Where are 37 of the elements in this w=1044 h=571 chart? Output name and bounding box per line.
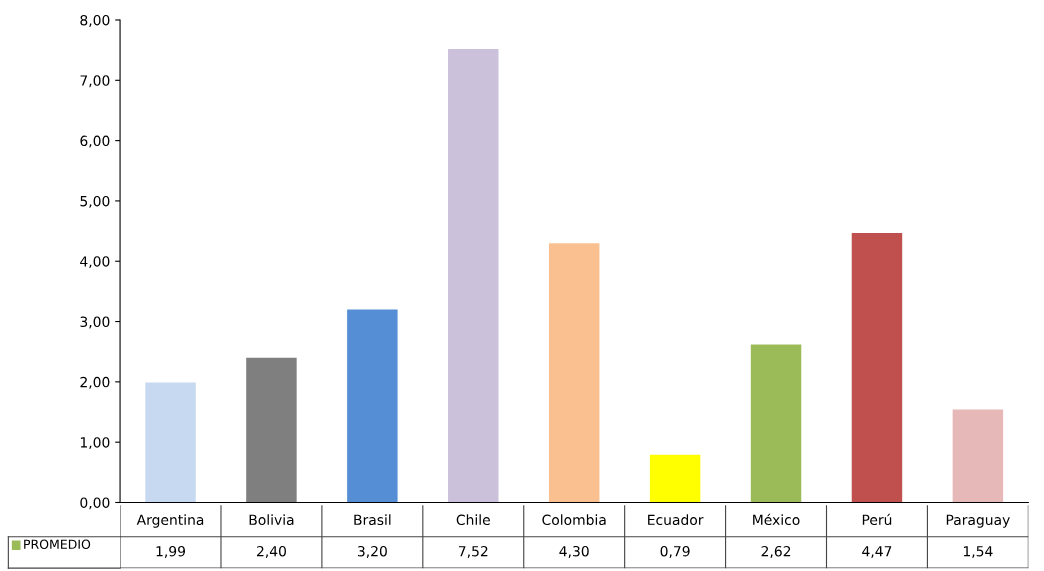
bar	[145, 382, 196, 503]
x-tick-label: Paraguay	[946, 514, 1010, 528]
bar	[649, 454, 701, 503]
x-tick-label: Ecuador	[648, 514, 704, 526]
x-tick-label: Argentina	[136, 514, 204, 528]
y-tick-label: 2,00	[80, 376, 110, 389]
bar	[448, 48, 499, 503]
y-tick-label: 3,00	[80, 316, 110, 329]
x-tick-label: Brasil	[354, 514, 391, 526]
x-tick-label: Colombia	[542, 514, 606, 526]
data-label: 2,62	[761, 545, 791, 558]
y-tick-label: 8,00	[80, 14, 110, 27]
legend-label: PROMEDIO	[24, 539, 91, 549]
data-label: 1,99	[156, 545, 186, 558]
bar	[246, 357, 297, 503]
x-tick-label: Perú	[862, 513, 892, 526]
bar	[347, 309, 398, 503]
x-tick-label: Chile	[456, 514, 490, 526]
bar	[750, 344, 802, 503]
y-tick-label: 6,00	[80, 135, 110, 148]
y-tick-label: 0,00	[80, 497, 110, 510]
bar	[548, 243, 600, 503]
data-label: 0,79	[660, 545, 690, 558]
x-tick-label: Bolivia	[249, 514, 294, 526]
data-label: 4,47	[862, 546, 892, 558]
data-label: 7,52	[458, 545, 488, 558]
data-label: 3,20	[357, 545, 387, 558]
y-tick-label: 5,00	[80, 195, 110, 208]
bar	[851, 232, 903, 503]
y-tick-label: 1,00	[80, 437, 110, 450]
data-label: 4,30	[559, 545, 589, 558]
y-tick-label: 4,00	[80, 256, 110, 269]
data-label: 1,54	[963, 546, 993, 558]
bar	[952, 409, 1004, 503]
x-tick-label: México	[753, 513, 800, 526]
y-tick-label: 7,00	[80, 75, 110, 88]
data-label: 2,40	[257, 545, 286, 558]
